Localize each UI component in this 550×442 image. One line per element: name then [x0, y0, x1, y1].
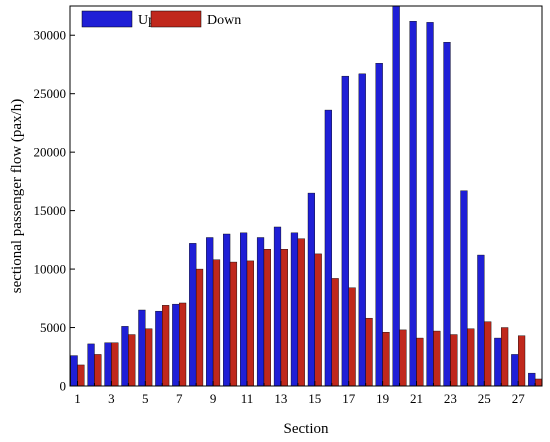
bar-down-section-27 — [518, 335, 526, 387]
y-tick-label: 10000 — [34, 262, 67, 277]
bar-down-section-4 — [128, 334, 136, 387]
bar-up-section-20 — [392, 5, 400, 387]
bar-up-section-21 — [409, 21, 417, 387]
bar-up-section-24 — [460, 190, 468, 387]
bar-down-section-28 — [534, 378, 543, 387]
y-tick-label: 15000 — [34, 203, 67, 218]
x-axis-label: Section — [284, 421, 329, 437]
x-tick-label: 23 — [444, 391, 457, 406]
bar-up-section-16 — [324, 109, 332, 387]
bar-down-section-19 — [382, 332, 390, 387]
x-axis-ticks: 1 3 5 7 9 11 13 15 17 19 21 23 25 27 — [74, 381, 536, 406]
bar-down-section-8 — [195, 268, 204, 387]
bar-down-section-9 — [212, 259, 221, 387]
y-tick-label: 25000 — [34, 86, 67, 101]
y-tick-label: 20000 — [34, 145, 67, 160]
bar-down-section-7 — [178, 302, 187, 387]
y-tick-label: 30000 — [34, 28, 67, 43]
bar-down-section-24 — [467, 328, 475, 387]
x-tick-label: 21 — [410, 391, 423, 406]
bar-down-section-14 — [297, 238, 305, 387]
bar-up-section-7 — [172, 303, 180, 387]
bar-down-section-18 — [365, 317, 373, 387]
bar-up-section-19 — [375, 63, 383, 387]
bar-down-section-17 — [348, 287, 356, 387]
bar-up-section-25 — [477, 254, 485, 387]
x-tick-label: 27 — [512, 391, 526, 406]
bar-down-section-5 — [145, 328, 153, 387]
bar-down-section-20 — [399, 329, 407, 387]
bar-up-section-9 — [206, 237, 214, 387]
x-tick-label: 5 — [142, 391, 149, 406]
y-axis-label: sectional passenger flow (pax/h) — [9, 99, 25, 294]
bar-up-section-13 — [273, 226, 282, 387]
bar-up-section-15 — [307, 192, 316, 387]
legend-label-down: Down — [207, 13, 241, 28]
bar-up-section-28 — [528, 372, 536, 387]
y-tick-label: 5000 — [40, 320, 66, 335]
legend-swatch-down — [150, 10, 202, 28]
bar-down-section-1 — [77, 364, 85, 387]
bar-down-section-16 — [331, 278, 339, 387]
x-tick-label: 1 — [74, 391, 81, 406]
bar-up-section-14 — [290, 232, 299, 387]
bar-up-section-12 — [256, 237, 265, 387]
x-tick-label: 9 — [210, 391, 217, 406]
x-tick-label: 13 — [274, 391, 287, 406]
bar-up-section-5 — [138, 309, 146, 387]
legend-swatch-up — [81, 10, 133, 28]
y-tick-label: 0 — [60, 379, 67, 394]
bar-down-section-15 — [314, 253, 322, 387]
bar-down-section-23 — [450, 334, 458, 387]
bar-up-section-4 — [121, 326, 129, 387]
bar-up-section-2 — [87, 343, 95, 387]
bar-down-section-2 — [94, 354, 102, 387]
bar-up-section-17 — [341, 75, 349, 387]
bar-up-section-10 — [223, 233, 231, 387]
bar-up-section-22 — [426, 22, 434, 387]
x-tick-label: 25 — [478, 391, 491, 406]
bar-up-section-8 — [189, 243, 197, 387]
bar-up-section-6 — [155, 310, 163, 387]
y-axis-ticks: 0 5000 10000 15000 20000 25000 30000 — [34, 28, 75, 394]
bar-down-section-21 — [416, 337, 424, 387]
plot-frame — [69, 5, 543, 387]
bar-down-section-25 — [484, 321, 492, 387]
x-tick-label: 17 — [342, 391, 356, 406]
x-tick-label: 3 — [108, 391, 115, 406]
bar-up-section-3 — [104, 342, 112, 387]
bar-down-section-3 — [111, 342, 119, 387]
bar-up-section-27 — [511, 354, 519, 387]
bar-down-section-13 — [280, 248, 288, 387]
bar-up-section-26 — [494, 337, 502, 387]
bar-down-section-6 — [162, 305, 170, 387]
x-tick-label: 11 — [241, 391, 254, 406]
bar-up-section-18 — [358, 73, 366, 387]
bar-down-section-26 — [501, 327, 509, 387]
bar-down-section-12 — [263, 248, 271, 387]
bar-up-section-11 — [239, 232, 248, 387]
bar-down-section-11 — [246, 260, 255, 387]
x-tick-label: 7 — [176, 391, 183, 406]
x-tick-label: 19 — [376, 391, 389, 406]
x-tick-label: 15 — [308, 391, 321, 406]
bar-down-section-10 — [229, 261, 238, 387]
legend: Up Down — [81, 10, 241, 28]
bar-up-section-23 — [443, 42, 451, 387]
bar-down-section-22 — [433, 330, 441, 387]
bar-up-section-1 — [70, 355, 78, 387]
